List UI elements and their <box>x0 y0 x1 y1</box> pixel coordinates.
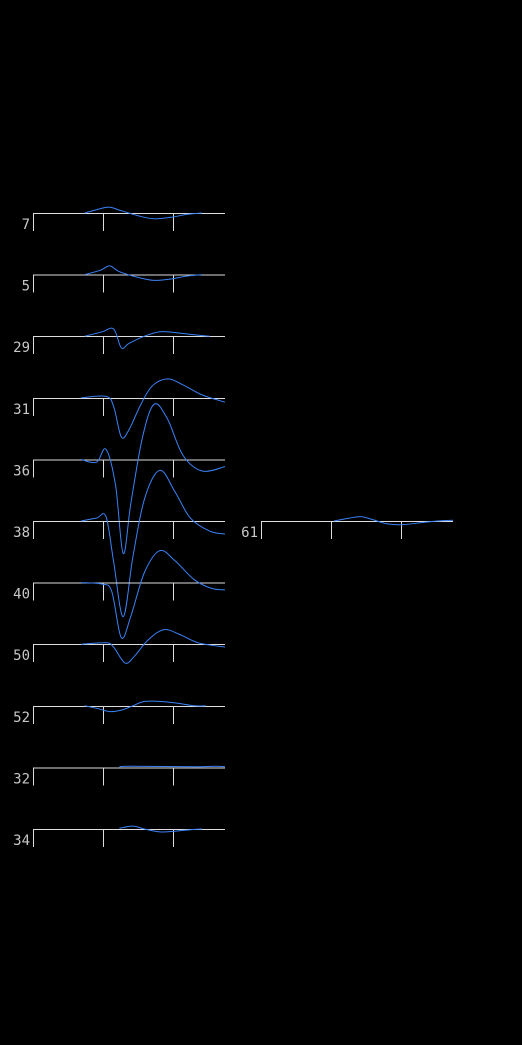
channel-50: 50 <box>13 629 226 664</box>
waveform-trace <box>333 516 454 526</box>
channel-7: 7 <box>22 206 225 233</box>
channel-61: 61 <box>241 516 454 541</box>
channel-label: 50 <box>13 648 30 664</box>
waveform-trace <box>84 327 210 349</box>
waveform-trace <box>84 265 203 281</box>
channel-29: 29 <box>13 327 225 356</box>
channel-32: 32 <box>13 765 226 787</box>
waveform-trace <box>84 700 206 713</box>
channel-label: 36 <box>13 463 30 479</box>
channel-label: 34 <box>13 833 30 849</box>
channel-label: 61 <box>241 525 258 541</box>
waveform-trace <box>84 206 203 220</box>
channel-52: 52 <box>13 700 225 726</box>
waveform-trace <box>119 825 203 833</box>
channel-5: 5 <box>22 265 225 295</box>
waveform-trace <box>80 403 226 555</box>
waveform-trace <box>80 378 226 439</box>
waveform-trace <box>80 629 226 664</box>
channel-label: 29 <box>13 340 30 356</box>
waveform-trace <box>119 765 226 768</box>
waveform-trace <box>80 469 226 618</box>
channel-38: 38 <box>13 469 226 618</box>
channel-36: 36 <box>13 403 226 555</box>
channel-label: 52 <box>13 710 30 726</box>
channel-label: 5 <box>22 279 30 295</box>
channel-label: 40 <box>13 587 30 603</box>
channel-label: 7 <box>22 217 30 233</box>
channel-31: 31 <box>13 378 226 439</box>
channel-label: 31 <box>13 402 30 418</box>
waveform-trace <box>80 549 226 639</box>
channel-label: 38 <box>13 525 30 541</box>
channel-34: 34 <box>13 825 225 849</box>
channel-label: 32 <box>13 771 30 787</box>
channel-40: 40 <box>13 549 226 639</box>
